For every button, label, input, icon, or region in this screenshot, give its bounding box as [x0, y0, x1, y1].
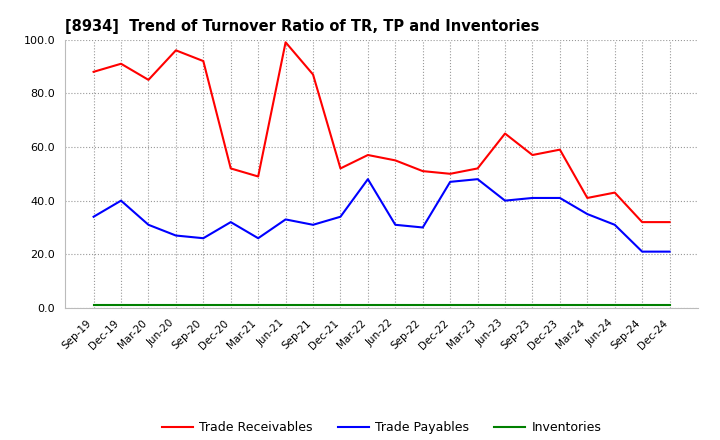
Trade Payables [473, 176, 482, 182]
Inventories [336, 303, 345, 308]
Inventories [309, 303, 318, 308]
Inventories [391, 303, 400, 308]
Text: [8934]  Trend of Turnover Ratio of TR, TP and Inventories: [8934] Trend of Turnover Ratio of TR, TP… [65, 19, 539, 34]
Trade Payables [638, 249, 647, 254]
Inventories [364, 303, 372, 308]
Trade Payables [418, 225, 427, 230]
Trade Receivables [309, 72, 318, 77]
Trade Payables [528, 195, 537, 201]
Trade Receivables [117, 61, 125, 66]
Inventories [282, 303, 290, 308]
Trade Receivables [336, 166, 345, 171]
Inventories [144, 303, 153, 308]
Line: Trade Receivables: Trade Receivables [94, 42, 670, 222]
Inventories [583, 303, 592, 308]
Trade Payables [171, 233, 180, 238]
Inventories [226, 303, 235, 308]
Inventories [638, 303, 647, 308]
Trade Payables [254, 235, 263, 241]
Trade Receivables [556, 147, 564, 152]
Trade Payables [583, 211, 592, 216]
Trade Receivables [638, 220, 647, 225]
Trade Payables [556, 195, 564, 201]
Legend: Trade Receivables, Trade Payables, Inventories: Trade Receivables, Trade Payables, Inven… [157, 416, 606, 439]
Trade Receivables [282, 40, 290, 45]
Trade Payables [336, 214, 345, 220]
Inventories [446, 303, 454, 308]
Trade Payables [500, 198, 509, 203]
Trade Receivables [171, 48, 180, 53]
Trade Payables [446, 179, 454, 184]
Trade Payables [364, 176, 372, 182]
Inventories [199, 303, 207, 308]
Inventories [117, 303, 125, 308]
Line: Trade Payables: Trade Payables [94, 179, 670, 252]
Inventories [665, 303, 674, 308]
Trade Receivables [89, 69, 98, 74]
Trade Receivables [473, 166, 482, 171]
Trade Receivables [254, 174, 263, 179]
Inventories [500, 303, 509, 308]
Trade Payables [226, 220, 235, 225]
Trade Receivables [583, 195, 592, 201]
Inventories [611, 303, 619, 308]
Trade Receivables [364, 152, 372, 158]
Trade Payables [282, 217, 290, 222]
Trade Payables [309, 222, 318, 227]
Inventories [254, 303, 263, 308]
Trade Payables [611, 222, 619, 227]
Inventories [89, 303, 98, 308]
Trade Receivables [528, 152, 537, 158]
Inventories [473, 303, 482, 308]
Trade Receivables [226, 166, 235, 171]
Trade Payables [391, 222, 400, 227]
Trade Payables [665, 249, 674, 254]
Trade Payables [144, 222, 153, 227]
Trade Payables [117, 198, 125, 203]
Trade Payables [199, 235, 207, 241]
Trade Receivables [199, 59, 207, 64]
Trade Receivables [144, 77, 153, 82]
Trade Receivables [446, 171, 454, 176]
Trade Receivables [391, 158, 400, 163]
Trade Payables [89, 214, 98, 220]
Trade Receivables [418, 169, 427, 174]
Inventories [556, 303, 564, 308]
Trade Receivables [611, 190, 619, 195]
Inventories [528, 303, 537, 308]
Trade Receivables [665, 220, 674, 225]
Trade Receivables [500, 131, 509, 136]
Inventories [418, 303, 427, 308]
Inventories [171, 303, 180, 308]
